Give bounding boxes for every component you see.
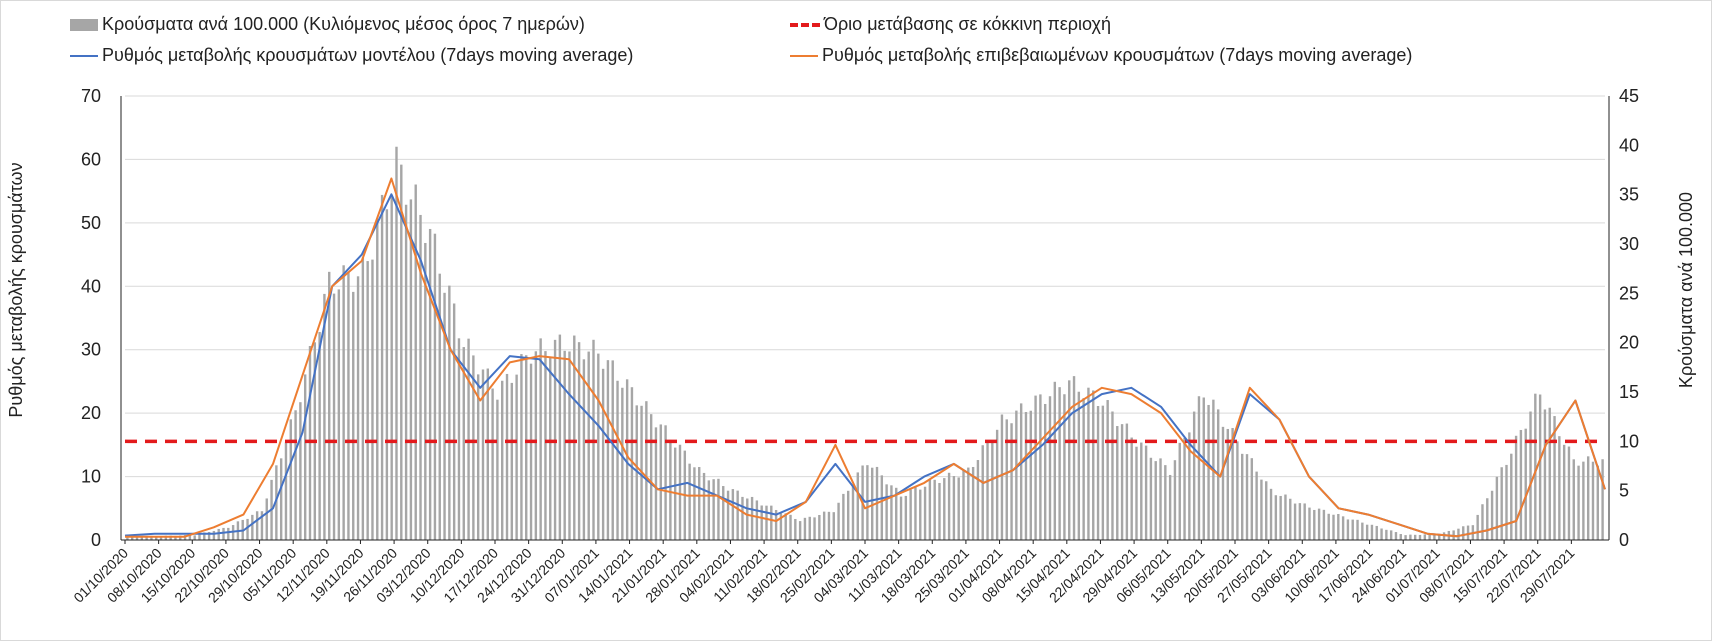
- legend-label-red-threshold: Όριο μετάβασης σε κόκκινη περιοχή: [824, 14, 1112, 34]
- legend-swatch-dash-icon: [790, 22, 820, 27]
- legend-label-cases: Κρούσματα ανά 100.000 (Κυλιόμενος μέσος …: [102, 14, 585, 34]
- legend-swatch-blue-line-icon: [70, 54, 98, 57]
- legend-label-confirmed-rate: Ρυθμός μεταβολής επιβεβαιωμένων κρουσμάτ…: [822, 45, 1413, 65]
- legend-swatch-orange-line-icon: [790, 54, 818, 57]
- legend-label-model-rate: Ρυθμός μεταβολής κρουσμάτων μοντέλου (7d…: [102, 45, 634, 65]
- legend-item-red-threshold: Όριο μετάβασης σε κόκκινη περιοχή: [790, 14, 1111, 35]
- legend-item-cases: Κρούσματα ανά 100.000 (Κυλιόμενος μέσος …: [70, 14, 585, 35]
- legend-swatch-bar-icon: [70, 18, 98, 31]
- legend-item-model-rate: Ρυθμός μεταβολής κρουσμάτων μοντέλου (7d…: [70, 45, 633, 66]
- legend-item-confirmed-rate: Ρυθμός μεταβολής επιβεβαιωμένων κρουσμάτ…: [790, 45, 1412, 66]
